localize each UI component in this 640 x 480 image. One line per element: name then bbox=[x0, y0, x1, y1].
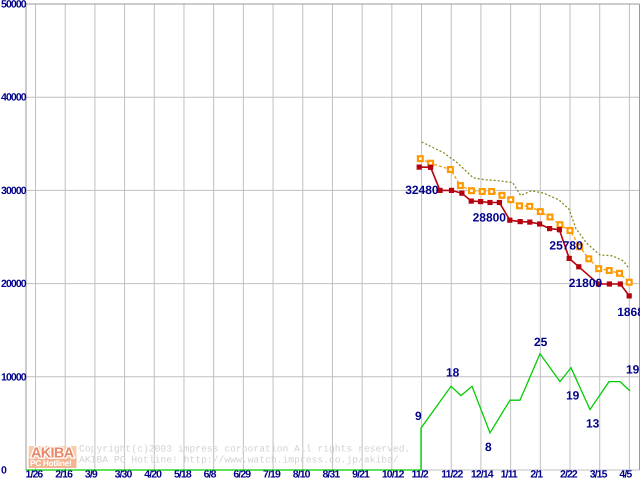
svg-text:25780: 25780 bbox=[549, 239, 583, 253]
svg-text:8: 8 bbox=[485, 440, 492, 454]
svg-text:20000: 20000 bbox=[1, 278, 27, 290]
svg-text:10000: 10000 bbox=[1, 371, 27, 383]
svg-text:9: 9 bbox=[415, 409, 422, 423]
svg-text:1/11: 1/11 bbox=[501, 469, 518, 480]
svg-text:2/1: 2/1 bbox=[530, 469, 543, 480]
svg-text:12/14: 12/14 bbox=[471, 469, 494, 480]
svg-text:25: 25 bbox=[534, 335, 548, 349]
svg-text:Copyright(c)2003 impress corpo: Copyright(c)2003 impress corporation All… bbox=[79, 444, 410, 455]
svg-text:0: 0 bbox=[1, 465, 7, 477]
svg-text:32480: 32480 bbox=[405, 183, 439, 197]
svg-text:19: 19 bbox=[566, 389, 580, 403]
svg-text:40000: 40000 bbox=[1, 92, 27, 104]
svg-text:30000: 30000 bbox=[1, 185, 27, 197]
svg-text:18: 18 bbox=[446, 365, 460, 379]
svg-text:2/22: 2/22 bbox=[560, 469, 578, 480]
svg-text:19: 19 bbox=[626, 363, 640, 377]
svg-text:PC Hotline!: PC Hotline! bbox=[30, 458, 71, 468]
svg-text:11/22: 11/22 bbox=[441, 469, 463, 480]
svg-text:AKIBA PC Hotline! http://www: AKIBA PC Hotline! http://www.watch.impre… bbox=[79, 455, 399, 466]
svg-text:3/15: 3/15 bbox=[590, 469, 608, 480]
svg-text:4/5: 4/5 bbox=[619, 469, 632, 480]
svg-text:21800: 21800 bbox=[569, 276, 603, 290]
svg-text:13: 13 bbox=[586, 417, 600, 431]
svg-text:18680: 18680 bbox=[617, 305, 640, 319]
svg-text:28800: 28800 bbox=[473, 211, 507, 225]
svg-text:50000: 50000 bbox=[1, 0, 27, 11]
